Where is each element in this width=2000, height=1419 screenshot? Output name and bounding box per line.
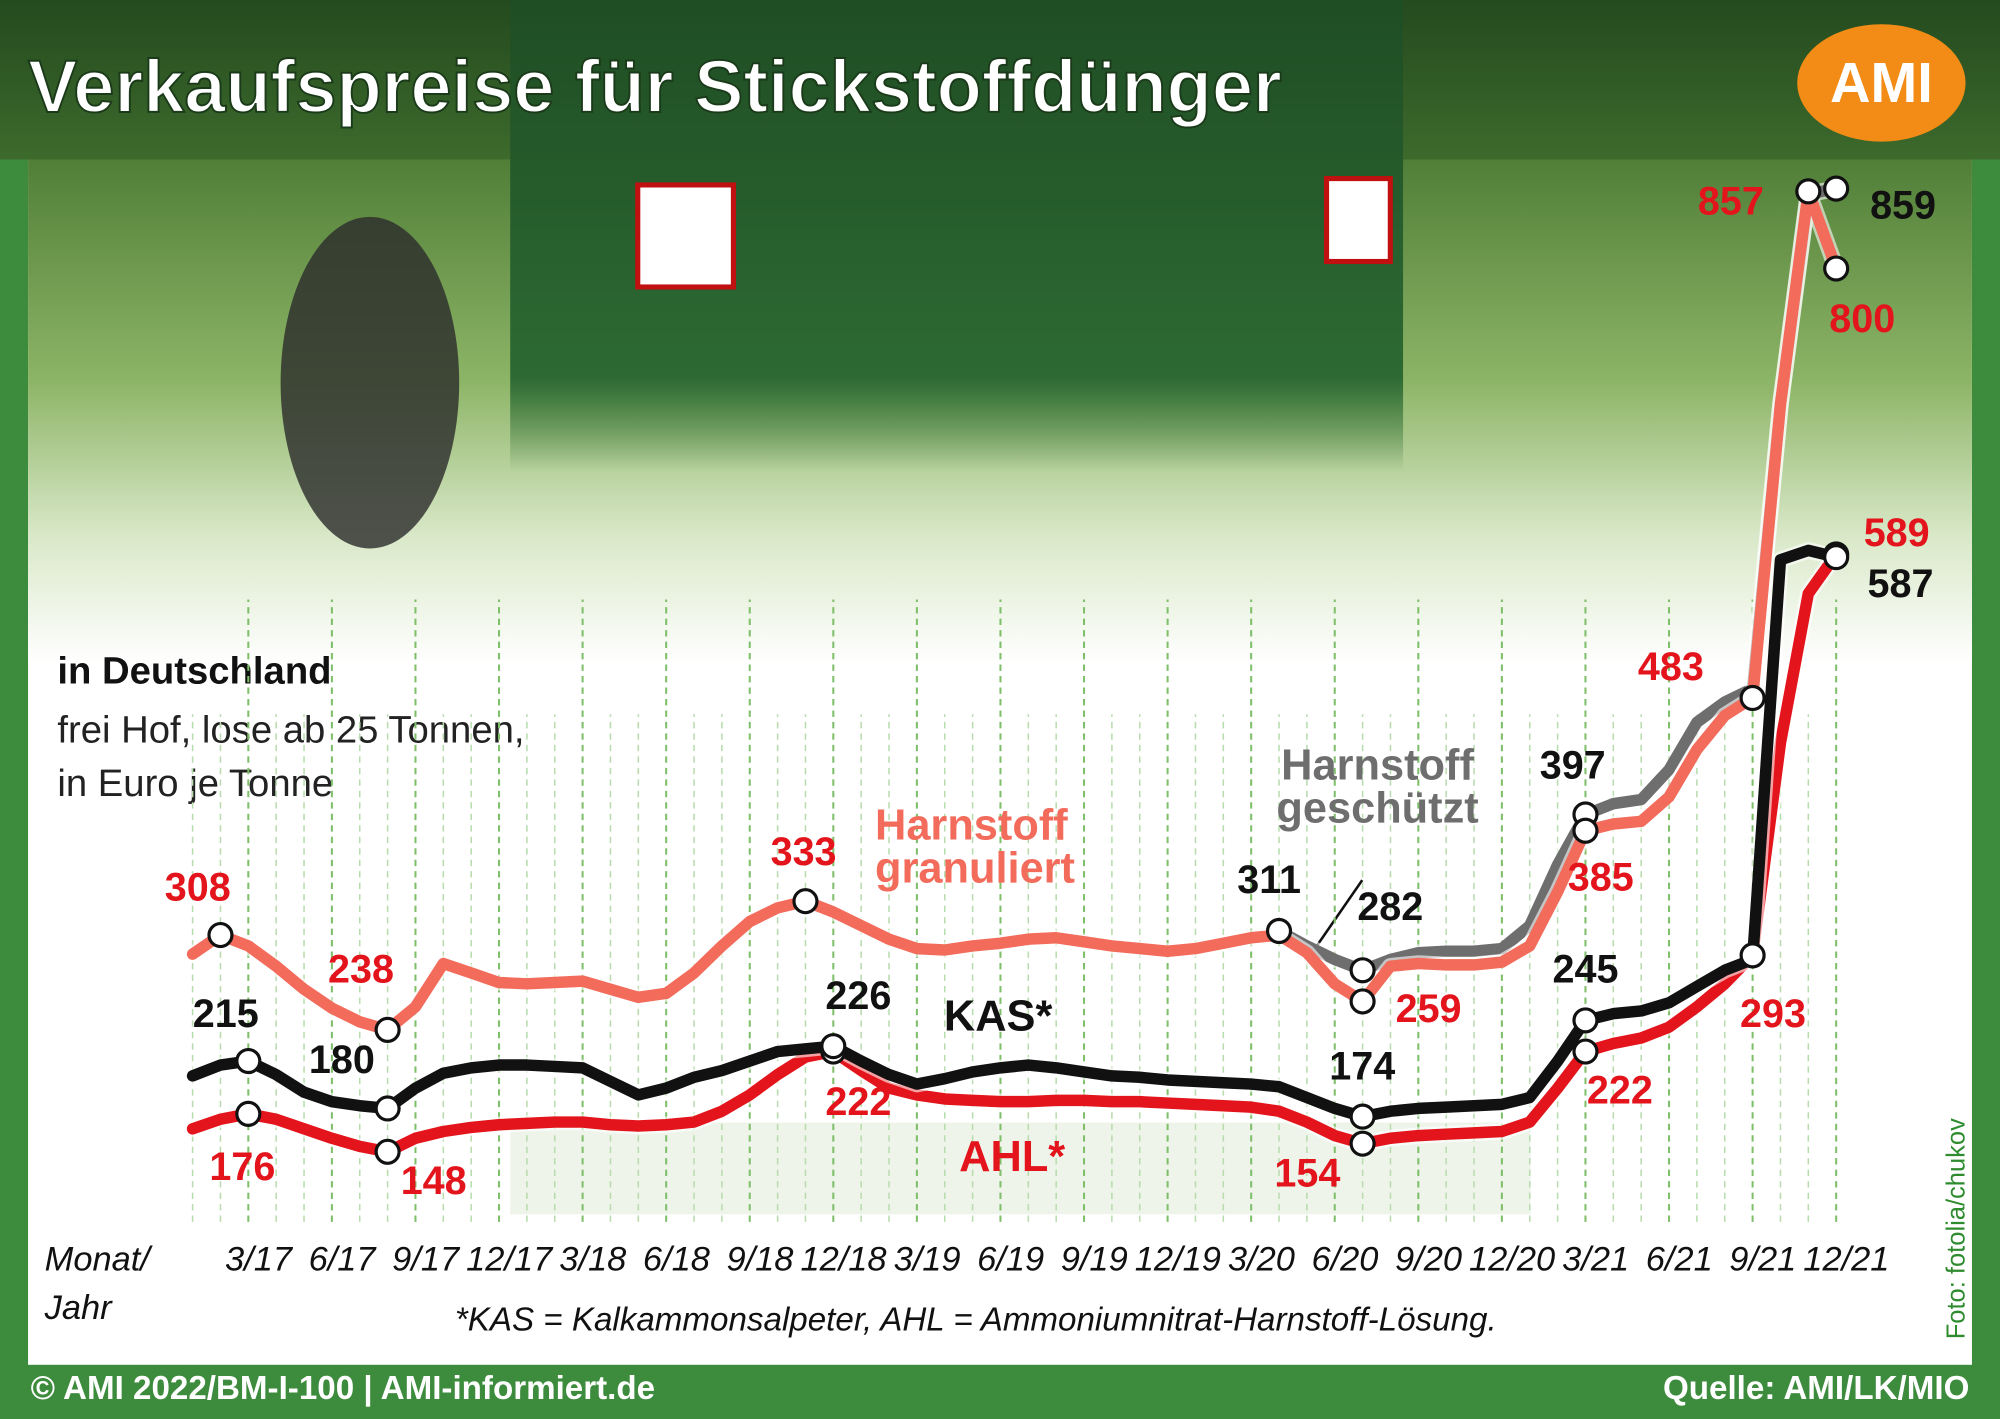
point-marker (235, 1047, 262, 1075)
point-marker (1739, 942, 1766, 969)
footnote: *KAS = Kalkammonsalpeter, AHL = Ammonium… (455, 1301, 1497, 1338)
point-marker (235, 1100, 262, 1127)
data-label: 259 (1396, 987, 1462, 1031)
x-tick-label: 6/17 (309, 1240, 378, 1278)
x-tick-label: 3/20 (1228, 1240, 1295, 1278)
point-marker (1349, 957, 1376, 984)
photo-reflector (635, 182, 736, 290)
photo-reflector (1323, 176, 1393, 265)
legend-entry-box: KAS* (943, 994, 1053, 1041)
x-tick-label: 6/21 (1646, 1240, 1713, 1278)
data-label: 226 (825, 974, 891, 1018)
point-marker (1572, 817, 1599, 844)
source: Quelle: AMI/LK/MIO (1663, 1370, 1969, 1407)
copyright: © AMI 2022/BM-I-100 | AMI-informiert.de (31, 1370, 655, 1407)
data-label: 589 (1864, 511, 1930, 555)
x-axis-label: Monat/ (45, 1240, 154, 1278)
data-label: 397 (1540, 743, 1606, 787)
point-marker (820, 1033, 847, 1060)
data-label: 483 (1638, 645, 1704, 689)
x-tick-label: 3/21 (1562, 1240, 1629, 1278)
x-tick-label: 6/19 (977, 1240, 1044, 1278)
data-label: 282 (1357, 885, 1423, 929)
data-label: 176 (209, 1145, 275, 1189)
x-tick-label: 12/17 (466, 1240, 554, 1278)
point-marker (1265, 917, 1293, 945)
data-label: 859 (1870, 183, 1936, 227)
legend-entry-box: Harnstoff geschützt (1276, 743, 1479, 833)
logo: AMI (1830, 51, 1933, 114)
subtitle: frei Hof, lose ab 25 Tonnen, (57, 708, 524, 751)
photo-credit: Foto: fotolia/chukov (1942, 1118, 1970, 1339)
legend-entry: Harnstoff geschützt (1276, 743, 1479, 833)
data-label: 174 (1329, 1044, 1395, 1088)
series-line (186, 185, 1842, 1036)
x-tick-label: 6/18 (643, 1240, 710, 1278)
data-label: 308 (165, 866, 231, 910)
x-tick-label: 3/17 (225, 1240, 294, 1278)
x-tick-label: 12/18 (800, 1240, 886, 1278)
data-label: 333 (771, 830, 837, 874)
x-tick-label: 3/18 (559, 1240, 626, 1278)
data-label: 293 (1740, 992, 1806, 1036)
series-line (186, 548, 1842, 1158)
point-marker (374, 1138, 401, 1165)
logo-badge (1797, 24, 1966, 142)
x-tick-label: 12/21 (1803, 1240, 1889, 1278)
data-label: 587 (1868, 562, 1934, 606)
x-tick-label: 6/20 (1311, 1240, 1378, 1278)
point-marker (1795, 178, 1822, 205)
series-line (186, 544, 1842, 1123)
point-marker (1349, 1103, 1376, 1130)
point-marker (1823, 175, 1850, 202)
point-marker (1823, 544, 1850, 571)
x-tick-label: 9/18 (726, 1240, 793, 1278)
data-label: 311 (1237, 858, 1301, 902)
data-label: 154 (1274, 1151, 1340, 1195)
data-label: 245 (1552, 947, 1618, 991)
point-marker (1739, 684, 1766, 712)
x-tick-label: 9/17 (392, 1240, 461, 1278)
data-label: 222 (825, 1080, 891, 1124)
legend-entry: AHL* (959, 1135, 1066, 1182)
data-label: 222 (1587, 1069, 1653, 1113)
point-marker (207, 921, 234, 949)
legend-entry: Harnstoff granuliert (875, 803, 1076, 893)
data-label: 148 (401, 1159, 467, 1203)
point-marker (1349, 988, 1376, 1015)
point-marker (792, 888, 819, 915)
point-marker (1823, 255, 1850, 282)
point-marker (374, 1095, 401, 1122)
point-marker (1349, 1130, 1376, 1157)
point-marker (1572, 1007, 1599, 1034)
data-label: 857 (1698, 180, 1764, 224)
name-pointer (1312, 879, 1364, 951)
legend-entry-box: Harnstoff granuliert (875, 803, 1076, 893)
x-tick-label: 9/21 (1729, 1240, 1796, 1278)
photo-wheel (280, 216, 460, 549)
legend-entry: KAS* (943, 994, 1053, 1041)
data-label: 385 (1568, 856, 1634, 900)
point-marker (374, 1016, 401, 1043)
x-tick-label: 9/20 (1395, 1240, 1462, 1278)
x-tick-label: 9/19 (1061, 1240, 1128, 1278)
point-marker (1572, 1038, 1599, 1065)
legend-entry-box: AHL* (959, 1135, 1066, 1182)
region: in Deutschland (57, 650, 331, 693)
markers: 311 282 397 859 Harnstoff geschützt 308 238 333… (165, 175, 1936, 1203)
data-label: 215 (193, 992, 259, 1036)
subtitle: in Euro je Tonne (57, 762, 333, 805)
data-label: 800 (1829, 297, 1895, 341)
data-label: 180 (309, 1038, 375, 1082)
x-tick-label: 3/19 (894, 1240, 961, 1278)
chart-title: Verkaufspreise für Stickstoffdünger (28, 45, 1282, 128)
x-tick-label: 12/20 (1469, 1240, 1555, 1278)
x-axis-label: Jahr (44, 1289, 113, 1327)
data-label: 238 (328, 947, 394, 991)
x-tick-label: 12/19 (1135, 1240, 1221, 1278)
